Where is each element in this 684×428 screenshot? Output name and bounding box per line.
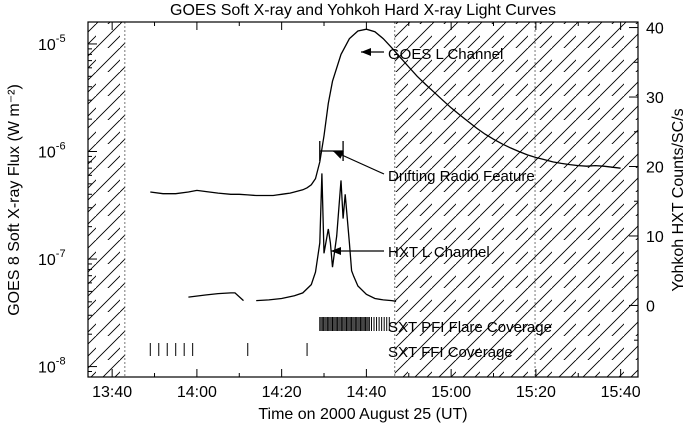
hatched-interval-0 — [88, 22, 125, 377]
hxt-label-arrow-head — [331, 247, 341, 255]
goes-l-channel-line — [150, 28, 621, 197]
x-axis-label: Time on 2000 August 25 (UT) — [258, 406, 467, 423]
pfi-coverage-label: SXT PFI Flare Coverage — [388, 319, 552, 336]
annotation-arrows — [331, 48, 385, 255]
x-tick-label: 14:40 — [346, 384, 386, 401]
y-left-tick-label: 10-5 — [38, 33, 66, 54]
data-gap-boundaries — [124, 22, 536, 377]
hxt-channel-label: HXT L Channel — [388, 244, 490, 261]
ffi-coverage-label: SXT FFI Coverage — [388, 344, 513, 361]
x-tick-label: 15:20 — [516, 384, 556, 401]
hxt-l-channel-line — [188, 292, 244, 302]
drifting-radio-feature-bracket — [319, 141, 344, 161]
y-right-tick-label: 40 — [646, 21, 664, 38]
x-tick-label: 14:00 — [177, 384, 217, 401]
y-right-tick-label: 20 — [646, 160, 664, 177]
y-right-axis-label: Yohkoh HXT Counts/SC/s — [670, 108, 684, 291]
y-right-tick-label: 10 — [646, 229, 664, 246]
sxt-ffi-coverage-marks — [149, 343, 308, 356]
x-axis-ticks: 13:40 14:00 14:20 14:40 15:00 15:20 15:40 — [92, 22, 641, 401]
goes-channel-label: GOES L Channel — [388, 46, 503, 63]
x-tick-label: 15:40 — [601, 384, 641, 401]
x-tick-label: 15:00 — [431, 384, 471, 401]
x-tick-label: 14:20 — [262, 384, 302, 401]
goes-label-arrow-head — [361, 48, 371, 56]
y-left-axis-ticks: 10-8 10-7 10-6 10-5 — [38, 33, 97, 378]
hatched-interval-1 — [394, 22, 638, 377]
y-right-tick-label: 0 — [646, 298, 655, 315]
y-left-tick-label: 10-6 — [38, 140, 66, 161]
y-right-axis-ticks: 0 10 20 30 40 — [629, 21, 664, 341]
radio-label-arrow-head — [333, 151, 344, 159]
radio-feature-label: Drifting Radio Feature — [388, 168, 535, 185]
y-left-tick-label: 10-8 — [38, 356, 66, 377]
x-tick-label: 13:40 — [92, 384, 132, 401]
y-left-tick-label: 10-7 — [38, 248, 66, 269]
y-left-axis-label: GOES 8 Soft X-ray Flux (W m⁻²) — [6, 84, 23, 316]
chart-title: GOES Soft X-ray and Yohkoh Hard X-ray Li… — [170, 2, 556, 19]
coverage-hatching — [88, 22, 638, 377]
hxt-l-channel-line-1 — [256, 173, 397, 302]
y-right-tick-label: 30 — [646, 90, 664, 107]
sxt-pfi-coverage-marks — [319, 317, 390, 331]
plot-frame — [87, 21, 639, 378]
